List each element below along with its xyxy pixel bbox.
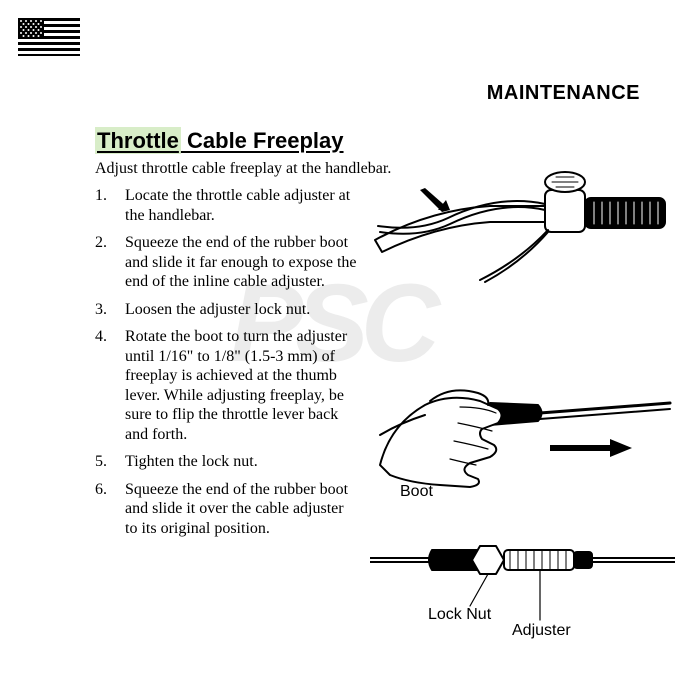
figure-adjuster: Lock Nut Adjuster [370,520,675,665]
step-item: Squeeze the end of the rub­ber boot and … [95,480,360,539]
flag-icon [18,18,80,56]
figure-handlebar [370,170,675,305]
title-highlight: Throttle [95,127,181,154]
step-item: Rotate the boot to turn the adjuster unt… [95,327,360,444]
steps-list: Locate the throttle cable adjuster at th… [95,186,360,546]
step-item: Loosen the adjuster lock nut. [95,300,360,320]
title-rest: Cable Freeplay [181,128,344,153]
page-title: Throttle Cable Freeplay [95,128,344,154]
step-item: Tighten the lock nut. [95,452,360,472]
label-adjuster: Adjuster [512,622,571,640]
figure-boot: Boot [370,335,675,505]
step-item: Squeeze the end of the rub­ber boot and … [95,233,360,292]
label-boot: Boot [400,483,433,501]
label-lock-nut: Lock Nut [428,606,491,624]
section-header: MAINTENANCE [487,82,640,105]
step-item: Locate the throttle cable adjuster at th… [95,186,360,225]
